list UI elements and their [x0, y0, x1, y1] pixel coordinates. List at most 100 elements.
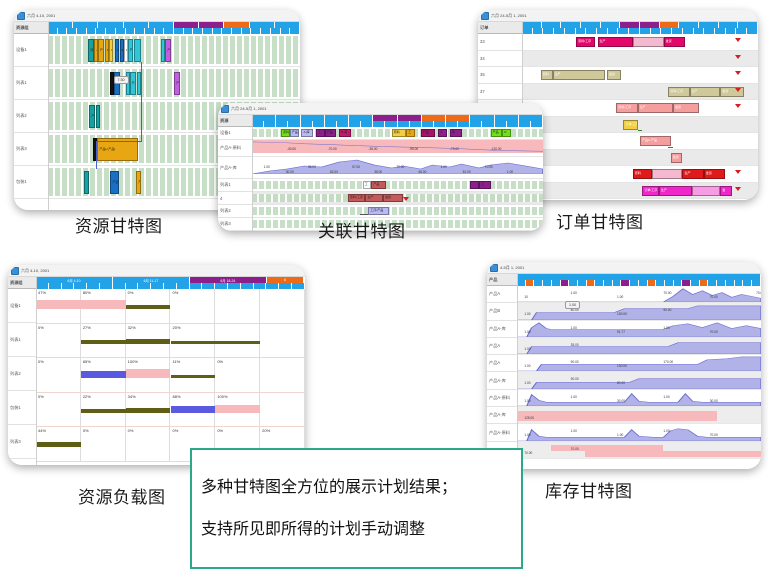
timeline-tick[interactable] [373, 121, 386, 127]
timeline-tick[interactable] [264, 121, 277, 127]
gantt-bar[interactable]: D [115, 39, 120, 62]
timeline-segment[interactable] [718, 22, 739, 28]
timeline-tick[interactable] [736, 28, 748, 34]
timeline-tick[interactable] [276, 121, 289, 127]
load-bar[interactable] [170, 375, 216, 378]
load-row[interactable]: 0% 65% 100% 11% 0% [36, 358, 305, 393]
inventory-grid[interactable]: 101.001.0070.0070.0070.001.0080.00130.00… [517, 286, 761, 469]
timeline-tick[interactable] [125, 28, 136, 34]
timeline-tick[interactable] [618, 28, 630, 34]
timeline-tick[interactable] [458, 121, 471, 127]
timeline-tick[interactable] [525, 280, 535, 286]
timeline-tick[interactable] [569, 280, 578, 286]
gantt-bar[interactable]: 原料/工序 [668, 86, 690, 97]
timeline-segment[interactable] [199, 22, 225, 28]
panel-inventory-gantt[interactable]: 4-5月 1, 2001 产品 产品A 产品B 产品A-库 产品A 产品A 产品A-库 产品A… [487, 262, 761, 469]
gantt-grid[interactable]: 原料 产品 A-库工产品 B-库 原料工产品 C 库产品 D -30.00 -70.00 -35.0… [252, 127, 543, 231]
timeline-tick[interactable] [125, 283, 139, 289]
gantt-bar[interactable]: 生产 [637, 103, 674, 113]
gantt-row[interactable]: 1.00 30.00 35.00 82.00 57.00 35.00 70.00 65.00 1… [252, 157, 543, 179]
gantt-bar[interactable]: A-库 [301, 129, 314, 137]
timeline-tick[interactable] [704, 28, 715, 34]
gantt-bar[interactable] [96, 105, 101, 128]
timeline-tick[interactable] [532, 28, 544, 34]
timeline-segment[interactable] [98, 22, 124, 28]
load-cell[interactable] [260, 289, 305, 323]
gantt-row[interactable] [252, 218, 543, 231]
gantt-bar[interactable]: 发货 [663, 37, 685, 47]
gantt-row[interactable]: 原料 生产 发货 [522, 67, 758, 84]
load-bar[interactable] [125, 369, 171, 378]
gantt-bar[interactable]: 原料 [632, 169, 652, 179]
gantt-bar[interactable]: 工 [362, 181, 372, 189]
gantt-row[interactable]: 工序/产品 [252, 205, 543, 218]
timeline-tick[interactable] [290, 28, 300, 34]
load-bar[interactable] [36, 300, 126, 309]
panel-relation-gantt[interactable]: 六月 24-5月 1, 2001 资源 设备1 产品A-原料 产品A-库 列表1 4 列表2… [218, 103, 543, 231]
gantt-row[interactable]: 原料 产品 A-库工产品 B-库 原料工产品 C 库产品 D [252, 127, 543, 140]
load-cell[interactable] [260, 358, 305, 392]
timeline-tick[interactable] [597, 28, 608, 34]
timeline-tick[interactable] [163, 283, 177, 289]
gantt-bar[interactable] [109, 72, 114, 95]
gantt-bar[interactable]: 生产 [552, 70, 605, 80]
load-bar[interactable] [80, 339, 126, 344]
gantt-bar[interactable]: 发货 [673, 103, 699, 113]
timeline-tick[interactable] [522, 28, 533, 34]
inventory-row[interactable]: 1.00 90.00 130.00 170.00 [517, 355, 761, 373]
timeline-tick[interactable] [48, 28, 58, 34]
timeline-tick[interactable] [691, 280, 700, 286]
gantt-bar[interactable]: 原料/工序 [616, 103, 638, 113]
timeline-tick[interactable] [336, 121, 349, 127]
timeline-tick[interactable] [725, 28, 737, 34]
timeline-tick[interactable] [543, 28, 555, 34]
gantt-bar[interactable]: 生产 [682, 169, 704, 179]
timeline-segment[interactable] [373, 115, 398, 121]
load-cell[interactable] [260, 323, 305, 357]
gantt-bar[interactable]: 产品 [324, 129, 337, 137]
timeline-tick[interactable] [621, 280, 631, 286]
timeline-tick[interactable] [253, 283, 267, 289]
timeline-tick[interactable] [144, 28, 155, 34]
timeline-tick[interactable] [280, 28, 291, 34]
inventory-row[interactable]: 1.00 80.00 130.00 90.00 [517, 303, 761, 321]
timeline-segment[interactable] [48, 22, 74, 28]
gantt-bar[interactable] [691, 185, 721, 196]
timeline-segment[interactable] [580, 22, 601, 28]
load-cell[interactable]: 0% [215, 358, 261, 392]
timeline-tick[interactable] [682, 28, 694, 34]
timeline-tick[interactable] [361, 121, 374, 127]
load-cell[interactable]: 11% [171, 358, 216, 392]
timeline-tick[interactable] [106, 28, 116, 34]
gantt-bar[interactable]: 生产 [365, 194, 383, 202]
gantt-bar[interactable]: 生产 [689, 86, 721, 97]
load-bar[interactable] [80, 371, 126, 378]
gantt-row[interactable]: 原料/工序 生产 发货 [252, 192, 543, 205]
timeline-segment[interactable] [541, 22, 562, 28]
timeline-group[interactable] [517, 274, 761, 280]
timeline-tick[interactable] [291, 283, 305, 289]
timeline-tick[interactable] [482, 121, 495, 127]
timeline-group[interactable]: 6月 4-10 [36, 277, 113, 283]
timeline-tick[interactable] [433, 121, 446, 127]
inventory-row[interactable]: 1.00 35.00 [517, 337, 761, 356]
gantt-bar[interactable]: 生产 [658, 185, 692, 196]
timeline-tick[interactable] [693, 28, 705, 34]
timeline-tick[interactable] [518, 121, 531, 127]
timeline-tick[interactable] [661, 28, 673, 34]
timeline-group[interactable]: 6月 18-24 [189, 277, 267, 283]
gantt-bar[interactable] [160, 39, 165, 62]
gantt-row[interactable]: 产品D产品E产品F [48, 67, 300, 100]
timeline-header[interactable]: 6月 4-10 6月 11-17 6月 18-24 6 [36, 277, 305, 289]
timeline-tick[interactable] [664, 280, 674, 286]
gantt-bar[interactable]: F [124, 39, 129, 62]
timeline-segment[interactable] [73, 22, 99, 28]
timeline-tick[interactable] [87, 283, 100, 289]
load-cell[interactable]: 20% [260, 427, 305, 461]
timeline-tick[interactable] [240, 283, 254, 289]
timeline-tick[interactable] [734, 280, 744, 286]
gantt-row[interactable]: 订单-工序 [522, 116, 758, 133]
gantt-bar[interactable]: 发货 [703, 169, 725, 179]
gantt-bar[interactable]: 产品 [371, 181, 386, 189]
timeline-tick[interactable] [612, 280, 622, 286]
